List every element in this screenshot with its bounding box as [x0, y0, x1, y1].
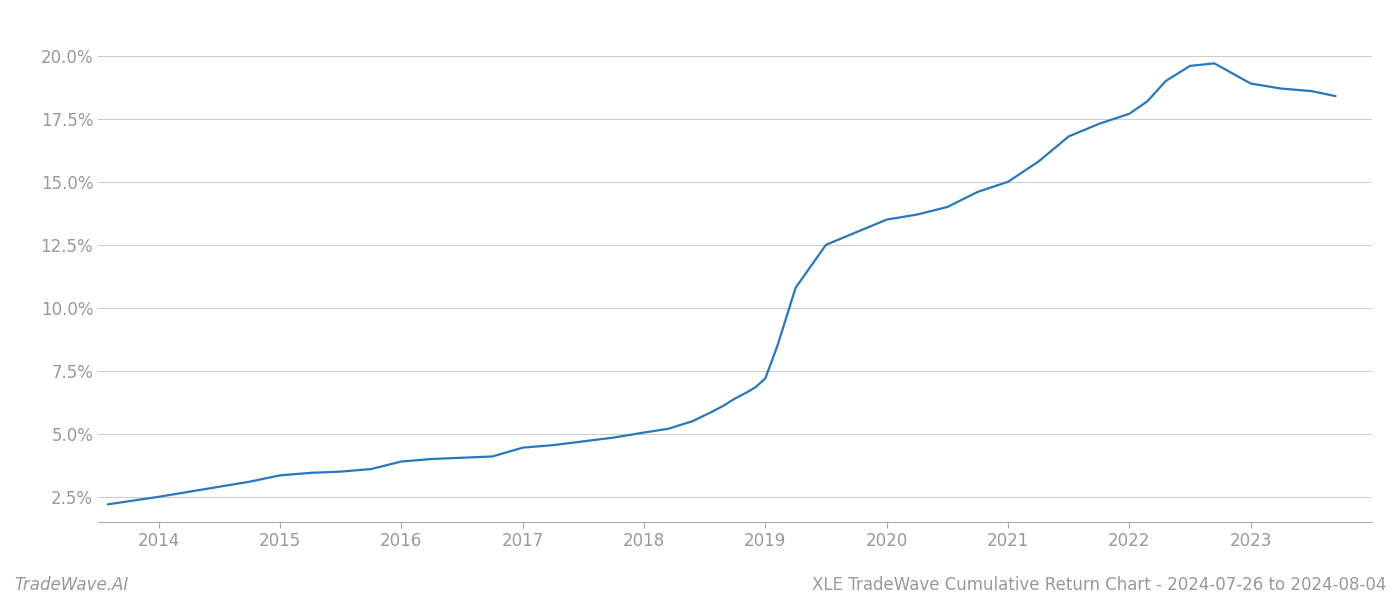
- Text: TradeWave.AI: TradeWave.AI: [14, 576, 129, 594]
- Text: XLE TradeWave Cumulative Return Chart - 2024-07-26 to 2024-08-04: XLE TradeWave Cumulative Return Chart - …: [812, 576, 1386, 594]
